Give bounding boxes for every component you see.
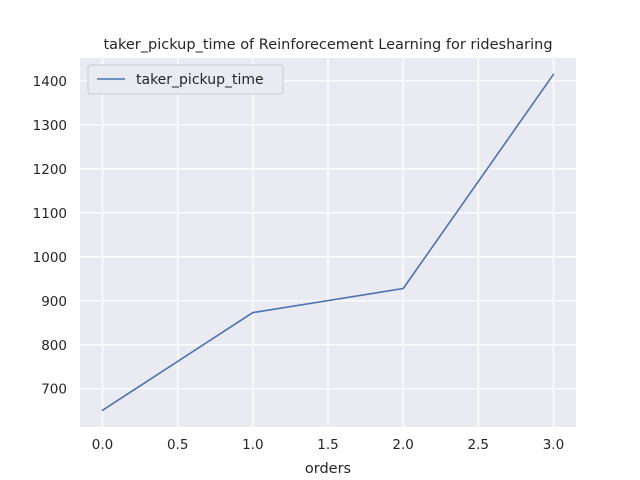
x-tick-label: 1.0	[242, 437, 263, 453]
x-tick-label: 2.0	[392, 437, 413, 453]
x-axis-label: orders	[305, 461, 351, 477]
chart-title: taker_pickup_time of Reinforecement Lear…	[103, 37, 552, 53]
x-tick-label: 3.0	[543, 437, 564, 453]
x-tick-labels: 0.0 0.5 1.0 1.5 2.0 2.5 3.0	[92, 437, 564, 453]
y-tick-label: 1300	[33, 118, 67, 134]
x-tick-label: 1.5	[317, 437, 338, 453]
y-tick-labels: 700 800 900 1000 1100 1200 1300 1400	[33, 74, 67, 398]
legend: taker_pickup_time	[87, 64, 284, 95]
x-tick-label: 0.0	[92, 437, 113, 453]
y-tick-label: 1400	[33, 74, 67, 90]
series-layer	[101, 73, 555, 412]
legend-label: taker_pickup_time	[136, 72, 264, 88]
x-gridlines	[101, 58, 555, 427]
series-line	[101, 73, 555, 412]
y-tick-label: 700	[41, 382, 67, 398]
y-tick-label: 1000	[33, 250, 67, 266]
x-tick-label: 0.5	[167, 437, 188, 453]
legend-box	[87, 64, 284, 95]
x-tick-label: 2.5	[468, 437, 489, 453]
y-tick-label: 1200	[33, 162, 67, 178]
y-tick-label: 1100	[33, 206, 67, 222]
y-tick-label: 900	[41, 294, 67, 310]
y-tick-label: 800	[41, 338, 67, 354]
